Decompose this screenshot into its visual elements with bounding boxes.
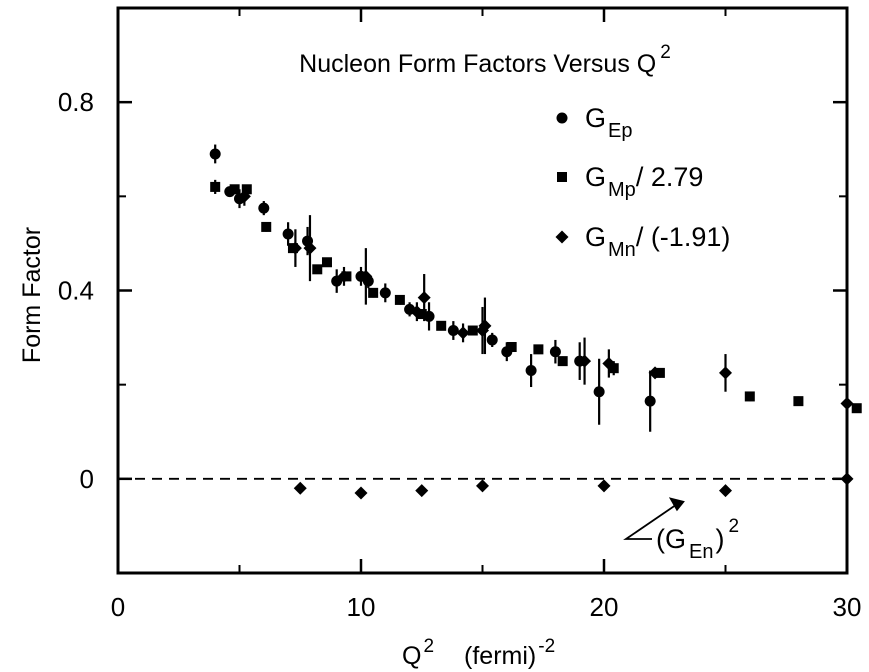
point-mp <box>368 287 379 298</box>
x-tick-label: 20 <box>590 592 619 622</box>
annotation-arrow-head <box>668 497 685 512</box>
point-mn <box>648 366 662 380</box>
point-ep <box>593 386 605 398</box>
point-en <box>840 472 854 486</box>
legend-marker-mp <box>557 172 567 182</box>
point-mn <box>410 305 424 319</box>
point-ep <box>379 287 391 299</box>
axis-ticks: 0 10 20 30 0 0.4 0.8 <box>58 8 862 622</box>
point-ep <box>486 334 498 346</box>
point-mp <box>851 403 862 414</box>
point-mp <box>321 257 332 268</box>
point-ep <box>209 148 221 160</box>
gen-annotation: (G En) 2 <box>623 497 739 563</box>
y-axis-title: Form Factor <box>18 227 46 363</box>
point-mn <box>840 397 854 410</box>
point-mp <box>394 294 405 305</box>
point-en <box>354 486 368 500</box>
point-mn <box>417 291 431 305</box>
annotation-label: (G En) 2 <box>656 516 739 563</box>
y-tick-label: 0.8 <box>58 87 94 117</box>
point-en <box>719 484 732 498</box>
data-markers <box>209 148 862 500</box>
legend-marker-ep <box>556 112 568 124</box>
legend-label-ep: G Ep <box>585 103 632 142</box>
point-mp <box>241 184 252 195</box>
point-mp <box>506 342 517 352</box>
point-mn <box>456 326 470 340</box>
point-mp <box>261 221 272 232</box>
point-en <box>597 479 611 493</box>
point-mn <box>237 189 251 203</box>
point-mp <box>312 264 323 275</box>
point-ep <box>525 365 537 377</box>
legend-marker-mn <box>555 230 569 244</box>
point-mp <box>533 344 544 355</box>
error-bars <box>214 144 858 573</box>
legend-label-mp: G Mp/ 2.79 <box>585 162 703 201</box>
point-en <box>476 479 489 493</box>
point-mn <box>303 241 317 255</box>
point-ep <box>644 395 656 407</box>
point-ep <box>282 228 294 240</box>
point-mn <box>578 354 592 368</box>
point-mn <box>602 356 616 370</box>
point-ep <box>447 325 459 337</box>
legend-label-mn: G Mn/ (-1.91) <box>585 222 730 261</box>
point-mn <box>478 319 492 333</box>
point-mn <box>719 366 732 380</box>
point-mp <box>793 396 804 407</box>
annotation-arrow-line <box>623 503 678 540</box>
point-mp <box>467 325 478 336</box>
point-mp <box>416 309 427 320</box>
point-mp <box>210 181 221 192</box>
point-mp <box>608 363 619 374</box>
point-mn <box>359 269 373 283</box>
point-mn <box>288 241 302 255</box>
y-tick-label: 0 <box>80 464 94 494</box>
point-en <box>415 484 429 498</box>
point-ep <box>549 346 561 358</box>
point-ep <box>258 202 270 214</box>
point-mn <box>337 269 351 283</box>
point-mp <box>557 356 568 367</box>
x-tick-label: 10 <box>347 592 376 622</box>
point-mp <box>744 391 755 402</box>
point-mp <box>436 320 447 331</box>
point-en <box>293 481 307 495</box>
x-tick-label: 30 <box>833 592 862 622</box>
x-tick-label: 0 <box>111 592 125 622</box>
point-mp <box>229 184 240 195</box>
y-tick-label: 0.4 <box>58 276 94 306</box>
legend: G Ep G Mp/ 2.79 G Mn/ (-1.91) <box>555 103 730 261</box>
x-axis-title: Q 2 (fermi) -2 <box>402 636 555 670</box>
